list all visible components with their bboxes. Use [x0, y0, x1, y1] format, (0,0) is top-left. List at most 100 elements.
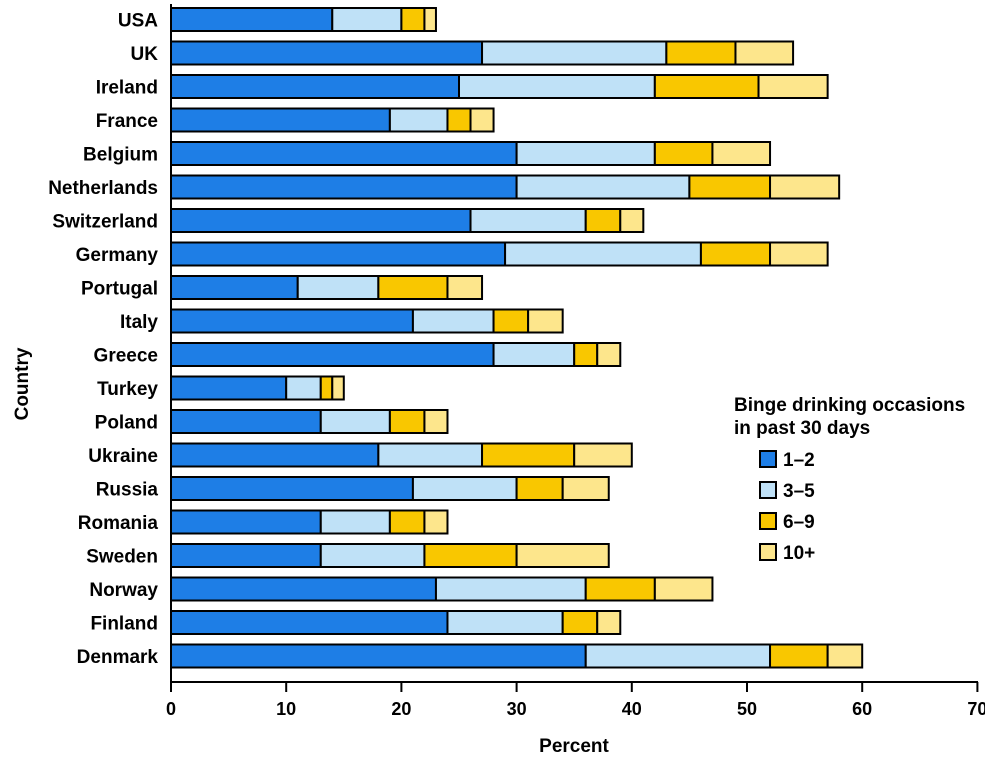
bar-netherlands-series-3 — [688, 174, 772, 200]
bar-norway-series-1 — [170, 576, 437, 602]
legend-title-line-2: in past 30 days — [734, 418, 870, 439]
bar-germany-series-4 — [769, 241, 829, 267]
category-labels: USA UK Ireland France Belgium Netherlands Swit… — [48, 11, 158, 669]
bar-usa-series-2 — [331, 7, 403, 32]
legend-swatch-4 — [759, 543, 777, 561]
bar-greece-series-3 — [573, 342, 599, 367]
bar-italy-series-3 — [492, 308, 530, 334]
x-tick-label: 30 — [507, 699, 527, 719]
category-label-ireland: Ireland — [96, 78, 158, 99]
category-label-portugal: Portugal — [81, 279, 158, 300]
legend-label-3: 6–9 — [783, 512, 815, 533]
x-axis-title: Percent — [539, 736, 609, 757]
category-label-poland: Poland — [95, 413, 158, 434]
bar-poland-series-4 — [423, 409, 449, 434]
bar-italy-series-4 — [527, 308, 564, 334]
bar-sweden-series-3 — [423, 543, 518, 568]
bar-sweden-series-4 — [515, 543, 610, 568]
bar-turkey-series-3 — [319, 375, 334, 401]
x-tick-label: 20 — [391, 699, 411, 719]
bar-belgium-series-3 — [653, 141, 714, 166]
bar-france-series-4 — [469, 107, 495, 133]
x-ticks: 0 10 20 30 40 50 60 70 — [166, 682, 985, 719]
bar-portugal-series-2 — [296, 275, 380, 300]
bar-finland-series-3 — [561, 610, 599, 635]
bar-sweden-series-2 — [319, 543, 426, 568]
bar-turkey-series-2 — [285, 375, 322, 401]
bar-portugal-series-1 — [170, 275, 299, 300]
legend-swatch-2 — [759, 481, 777, 499]
bar-poland-series-2 — [319, 409, 391, 434]
bar-turkey-series-1 — [170, 375, 288, 401]
bar-ukraine-series-2 — [377, 442, 484, 468]
bar-ukraine-series-1 — [170, 442, 380, 468]
bar-russia-series-4 — [561, 476, 610, 501]
bar-france-series-1 — [170, 107, 391, 133]
bar-uk-series-4 — [734, 40, 795, 66]
bar-greece-series-2 — [492, 342, 576, 367]
bar-italy-series-1 — [170, 308, 414, 334]
category-label-norway: Norway — [89, 580, 158, 601]
bar-romania-series-3 — [388, 509, 426, 535]
legend-swatch-3 — [759, 512, 777, 530]
bar-belgium-series-1 — [170, 141, 518, 166]
category-label-netherlands: Netherlands — [48, 178, 158, 199]
bar-russia-series-2 — [411, 476, 518, 501]
category-label-romania: Romania — [78, 513, 159, 534]
category-label-italy: Italy — [120, 312, 158, 333]
bar-ireland-series-1 — [170, 74, 460, 99]
category-label-uk: UK — [131, 44, 159, 65]
x-tick-label: 70 — [967, 699, 985, 719]
bar-germany-series-3 — [699, 241, 772, 267]
bar-netherlands-series-1 — [170, 174, 518, 200]
bars-group — [170, 7, 864, 669]
bar-usa-series-1 — [170, 7, 334, 32]
bar-denmark-series-4 — [826, 643, 864, 669]
category-label-sweden: Sweden — [86, 547, 158, 568]
bar-ukraine-series-4 — [573, 442, 633, 468]
bar-switzerland-series-1 — [170, 208, 472, 233]
legend: Binge drinking occasions in past 30 days… — [734, 395, 965, 564]
category-label-germany: Germany — [76, 245, 159, 266]
bar-turkey-series-4 — [331, 375, 345, 401]
bar-romania-series-2 — [319, 509, 391, 535]
legend-label-1: 1–2 — [783, 450, 815, 471]
bar-uk-series-2 — [481, 40, 668, 66]
legend-label-2: 3–5 — [783, 481, 815, 502]
bar-usa-series-4 — [423, 7, 437, 32]
bar-norway-series-4 — [653, 576, 714, 602]
x-tick-label: 60 — [852, 699, 872, 719]
bar-netherlands-series-4 — [769, 174, 841, 200]
category-label-usa: USA — [118, 11, 158, 32]
bar-portugal-series-4 — [446, 275, 484, 300]
bar-portugal-series-3 — [377, 275, 449, 300]
bar-uk-series-1 — [170, 40, 484, 66]
bar-switzerland-series-4 — [619, 208, 645, 233]
bar-denmark-series-3 — [769, 643, 829, 669]
bar-germany-series-2 — [504, 241, 702, 267]
bar-romania-series-4 — [423, 509, 449, 535]
bar-italy-series-2 — [411, 308, 495, 334]
bar-netherlands-series-2 — [515, 174, 691, 200]
bar-ireland-series-3 — [653, 74, 760, 99]
category-label-ukraine: Ukraine — [88, 446, 158, 467]
bar-uk-series-3 — [665, 40, 737, 66]
bar-ukraine-series-3 — [481, 442, 576, 468]
bar-usa-series-3 — [400, 7, 426, 32]
category-label-russia: Russia — [96, 480, 159, 501]
category-label-finland: Finland — [90, 614, 158, 635]
bar-romania-series-1 — [170, 509, 322, 535]
legend-title-line-1: Binge drinking occasions — [734, 395, 965, 416]
bar-denmark-series-2 — [584, 643, 772, 669]
bar-sweden-series-1 — [170, 543, 322, 568]
legend-label-4: 10+ — [783, 543, 815, 564]
bar-poland-series-3 — [388, 409, 426, 434]
bar-belgium-series-2 — [515, 141, 656, 166]
bar-germany-series-1 — [170, 241, 507, 267]
category-label-belgium: Belgium — [83, 145, 158, 166]
bar-france-series-3 — [446, 107, 472, 133]
x-tick-label: 40 — [622, 699, 642, 719]
bar-poland-series-1 — [170, 409, 322, 434]
bar-finland-series-1 — [170, 610, 449, 635]
